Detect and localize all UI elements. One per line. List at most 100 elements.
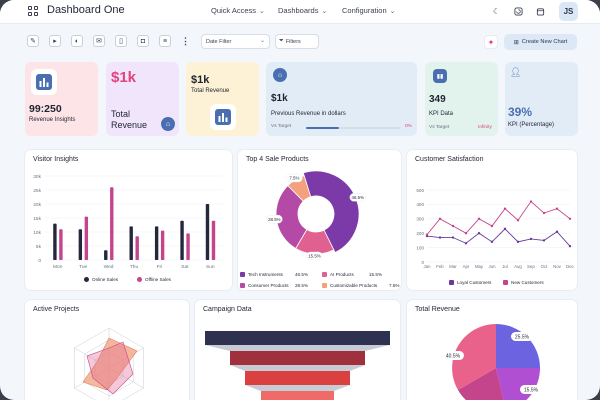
x-tick-label: May xyxy=(475,264,484,269)
campaign-data-card: Campaign Data xyxy=(195,300,400,400)
nav-configuration[interactable]: Configuration ⌄ xyxy=(342,6,396,15)
legend-offline: Offline Sales xyxy=(137,277,171,282)
line-point xyxy=(542,211,546,215)
x-tick-label: Thu xyxy=(130,264,139,270)
line-point xyxy=(555,230,559,233)
legend-new: New Customers xyxy=(503,280,544,285)
mail-icon[interactable]: ✉ xyxy=(93,35,105,47)
x-tick-label: Sat xyxy=(181,264,189,270)
legend-value: 15.5% xyxy=(369,272,383,277)
funnel-connector xyxy=(230,365,365,371)
donut-label-bg xyxy=(266,214,283,224)
x-tick-label: Tue xyxy=(79,264,87,270)
x-tick-label: Feb xyxy=(436,264,444,269)
pie-label-bg xyxy=(442,351,464,360)
legend-value: 46.5% xyxy=(295,272,309,277)
progress-percent: 0% xyxy=(405,124,412,129)
y-tick-label: 0 xyxy=(38,258,41,264)
bar-chart-icon xyxy=(210,104,236,130)
nav-dashboards[interactable]: Dashboards ⌄ xyxy=(278,6,327,15)
total-revenue-pie: 25.5% 40.5% 15.5% xyxy=(442,324,542,400)
line-series-new xyxy=(426,200,571,235)
funnel-stage-1 xyxy=(205,331,390,345)
refresh-icon[interactable] xyxy=(513,6,524,17)
dark-mode-moon-icon[interactable]: ☾ xyxy=(492,7,501,16)
y-tick-label: 0 xyxy=(421,260,424,265)
legend-swatch xyxy=(84,277,89,282)
bar-online xyxy=(129,226,133,260)
legend-value: 28.5% xyxy=(295,283,309,288)
y-tick-label: 20k xyxy=(33,202,41,208)
donut-label: 46.5% xyxy=(352,195,365,200)
bar-online xyxy=(154,226,159,260)
nav-label: Dashboards xyxy=(278,6,319,15)
card-title: Total Revenue xyxy=(415,306,460,313)
x-tick-label: Mon xyxy=(53,264,63,270)
x-tick-label: Dec xyxy=(566,264,574,269)
pie-label: 25.5% xyxy=(515,335,530,341)
x-tick-label: Wed xyxy=(104,264,114,270)
legend-item: Tech Instruments 46.5% xyxy=(240,272,308,277)
date-filter-select[interactable]: Date Filter ⌄ xyxy=(201,34,270,49)
radar-series-b xyxy=(86,341,134,395)
create-new-chart-button[interactable]: ⊞ Create New Chart xyxy=(504,34,577,50)
kpi-card-kpi-data: ▮▮ 349 KPI Data Vs Target Infinity xyxy=(425,62,498,136)
user-avatar[interactable]: JS xyxy=(559,2,578,21)
line-point xyxy=(568,217,572,220)
legend-label: Online Sales xyxy=(92,277,119,282)
donut-label: 28.5% xyxy=(268,217,281,222)
play-icon[interactable]: ▸ xyxy=(49,35,61,47)
date-filter-placeholder: Date Filter xyxy=(206,38,232,45)
pie-slice xyxy=(452,324,496,390)
line-point xyxy=(555,207,559,210)
donut-label-bg xyxy=(286,173,303,183)
calendar-icon[interactable] xyxy=(535,6,546,17)
nav-label: Configuration xyxy=(342,6,387,15)
active-projects-radar xyxy=(74,327,144,400)
line-point xyxy=(503,227,507,231)
funnel-connector xyxy=(205,345,390,351)
nav-quick-access[interactable]: Quick Access ⌄ xyxy=(211,6,265,15)
line-point xyxy=(529,237,533,241)
radar-series-a xyxy=(82,337,138,391)
app-title: Dashboard One xyxy=(47,4,125,16)
more-options-icon[interactable]: ⋮ xyxy=(181,36,190,46)
bar-online xyxy=(104,250,108,260)
legend-swatch xyxy=(240,283,245,288)
kpi-percent: Infinity xyxy=(478,125,492,130)
top-bar: Dashboard One Quick Access ⌄ Dashboards … xyxy=(0,0,600,24)
customer-satisfaction-card: Customer Satisfaction 0 100 200 300 400 500 Ja… xyxy=(407,150,577,290)
bar-online xyxy=(78,229,83,260)
bar-offline xyxy=(110,187,114,260)
line-point xyxy=(503,207,507,210)
edit-pencil-icon[interactable]: ✎ xyxy=(27,35,39,47)
kpi-value: $1k xyxy=(111,69,137,86)
sliders-icon[interactable]: ≡ xyxy=(159,35,171,47)
palette-icon[interactable]: ◐ xyxy=(71,35,83,47)
camera-icon[interactable]: ◘ xyxy=(137,35,149,47)
y-tick-label: 25k xyxy=(33,188,41,194)
line-point xyxy=(464,232,468,235)
card-title: Customer Satisfaction xyxy=(415,156,484,163)
active-projects-card: Active Projects xyxy=(25,300,189,400)
filters-button[interactable]: ⏷ Filters xyxy=(275,34,319,49)
funnel-stage-4 xyxy=(261,391,334,400)
legend-value: 7.5% xyxy=(389,283,400,288)
bar-online xyxy=(53,223,57,260)
x-tick-label: Sun xyxy=(206,264,215,270)
line-point xyxy=(516,240,520,244)
apps-grid-icon[interactable] xyxy=(28,6,38,16)
pie-label: 15.5% xyxy=(524,388,539,394)
kpi-value: $1k xyxy=(191,74,210,86)
total-revenue-card: Total Revenue 25.5% 40.5% 15.5% xyxy=(407,300,577,400)
kpi-card-revenue-insights: 99:250 Revenue Insights xyxy=(25,62,98,136)
y-tick-label: 10k xyxy=(33,230,41,236)
donut-label: 7.5% xyxy=(289,176,299,181)
ai-sparkle-icon[interactable]: ✦ xyxy=(484,35,498,49)
kpi-icon: ▮▮ xyxy=(433,69,447,83)
tag-icon: ⌂ xyxy=(161,117,175,131)
donut-slice xyxy=(302,170,360,254)
bookmark-icon[interactable]: ▯ xyxy=(115,35,127,47)
y-tick-label: 200 xyxy=(416,231,424,236)
line-point xyxy=(451,236,455,239)
